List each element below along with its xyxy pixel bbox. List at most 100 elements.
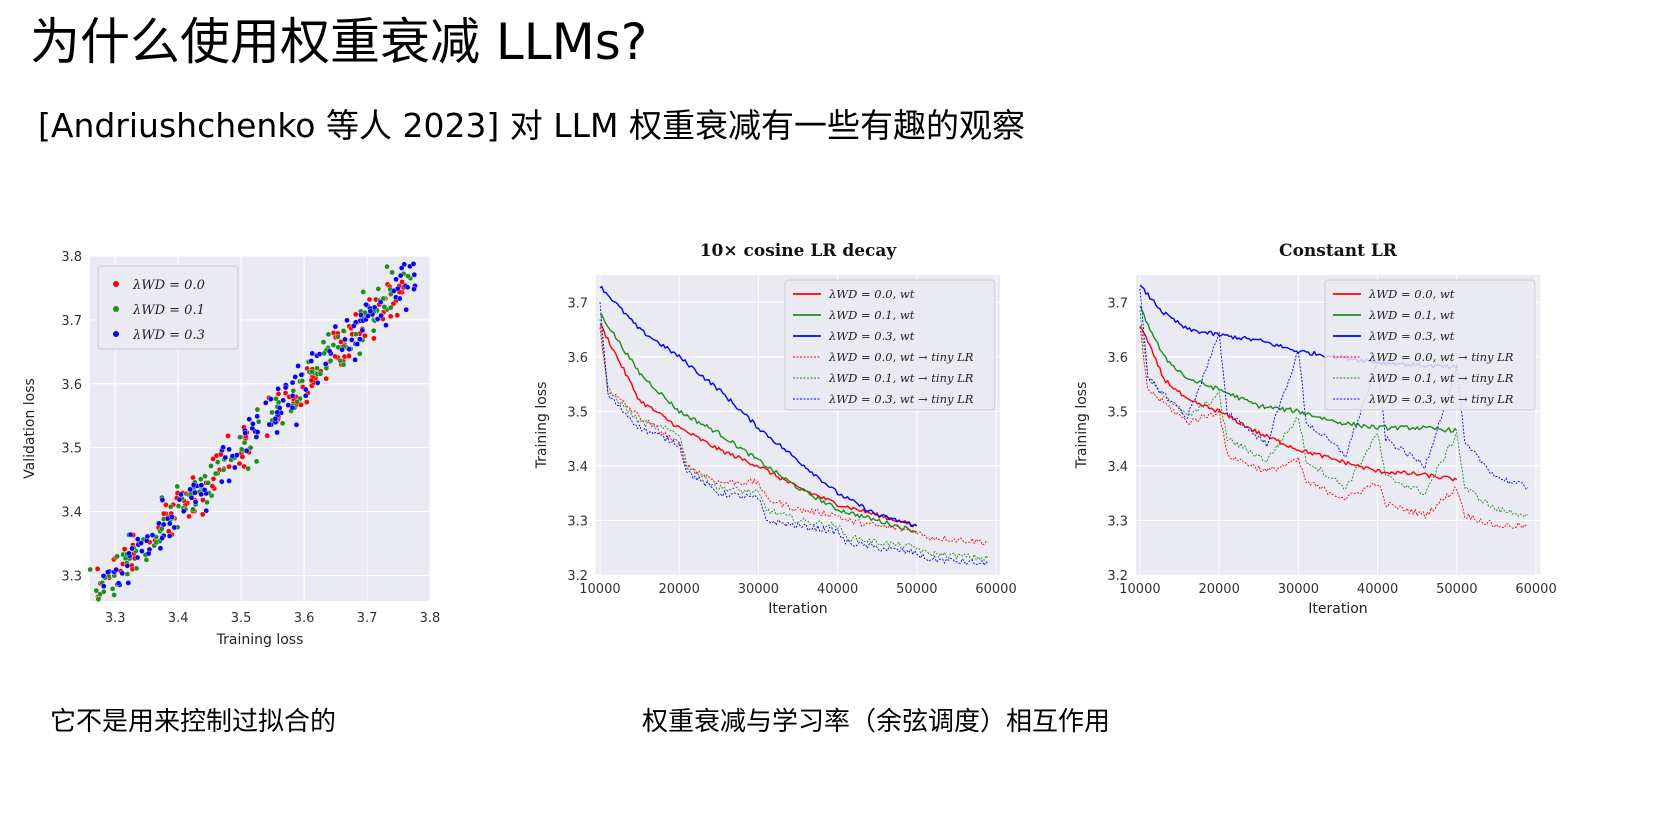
line-chart-cosine-lr-decay: 10× cosine LR decay 10000 20000 30000 40000 5… bbox=[534, 241, 1017, 617]
scatter-point bbox=[274, 409, 281, 416]
y-tick-label: 3.5 bbox=[1107, 405, 1128, 420]
scatter-point bbox=[94, 566, 101, 572]
legend-marker bbox=[113, 281, 119, 287]
scatter-point bbox=[101, 583, 107, 590]
scatter-point bbox=[325, 331, 332, 338]
series-line bbox=[1139, 310, 1529, 518]
scatter-point bbox=[363, 301, 369, 308]
scatter-point bbox=[264, 432, 271, 439]
scatter-point bbox=[225, 433, 231, 439]
scatter-point bbox=[198, 482, 205, 488]
scatter-point bbox=[371, 304, 378, 311]
scatter-point bbox=[290, 387, 297, 394]
scatter-point bbox=[302, 392, 309, 399]
scatter-point bbox=[113, 566, 119, 573]
scatter-point bbox=[134, 554, 141, 561]
scatter-point bbox=[209, 483, 216, 489]
x-axis-label: Iteration bbox=[768, 601, 827, 617]
legend-box bbox=[1324, 279, 1536, 411]
scatter-point bbox=[371, 335, 377, 342]
scatter-point bbox=[115, 580, 122, 587]
scatter-point bbox=[269, 409, 275, 416]
scatter-point bbox=[348, 337, 355, 343]
legend-label: λWD = 0.0 bbox=[132, 278, 205, 293]
x-tick-label: 50000 bbox=[1436, 582, 1477, 597]
scatter-point bbox=[320, 339, 327, 345]
scatter-point bbox=[129, 545, 135, 552]
x-tick-label: 3.4 bbox=[168, 611, 189, 626]
y-axis-label: Validation loss bbox=[22, 378, 38, 479]
scatter-point bbox=[210, 475, 217, 482]
legend-label: λWD = 0.1, wt → tiny LR bbox=[828, 371, 974, 385]
scatter-point bbox=[254, 413, 260, 420]
scatter-point bbox=[243, 447, 250, 454]
scatter-point bbox=[119, 570, 125, 577]
x-tick-label: 3.7 bbox=[357, 611, 378, 626]
y-tick-label: 3.2 bbox=[1107, 569, 1128, 584]
scatter-point bbox=[314, 379, 321, 386]
scatter-point bbox=[126, 550, 132, 557]
legend-marker bbox=[113, 331, 119, 337]
scatter-point bbox=[125, 580, 132, 586]
series-line bbox=[1139, 288, 1529, 490]
y-axis-label: Training loss bbox=[1074, 382, 1090, 470]
scatter-point bbox=[134, 536, 141, 543]
scatter-point bbox=[167, 503, 174, 510]
scatter-point bbox=[241, 439, 248, 446]
x-tick-label: 3.3 bbox=[105, 611, 126, 626]
scatter-point bbox=[242, 430, 248, 436]
scatter-point bbox=[124, 562, 131, 569]
scatter-point bbox=[199, 511, 206, 518]
scatter-point bbox=[175, 503, 182, 509]
scatter-points bbox=[87, 261, 418, 603]
x-tick-label: 40000 bbox=[1357, 582, 1398, 597]
line-chart-constant-lr: Constant LR 10000 20000 30000 40000 50000 6000… bbox=[1074, 241, 1557, 617]
y-axis-label: Training loss bbox=[534, 382, 550, 470]
scatter-point bbox=[239, 453, 246, 460]
scatter-point bbox=[153, 539, 160, 546]
scatter-point bbox=[405, 273, 411, 279]
x-axis-label: Training loss bbox=[216, 632, 304, 648]
scatter-point bbox=[101, 588, 107, 595]
series-line bbox=[1139, 305, 1458, 433]
scatter-point bbox=[342, 336, 348, 343]
x-tick-label: 60000 bbox=[975, 582, 1016, 597]
series-line bbox=[599, 323, 918, 527]
scatter-point bbox=[234, 452, 240, 458]
scatter-point bbox=[93, 587, 100, 594]
scatter-point bbox=[280, 397, 287, 404]
scatter-point bbox=[114, 553, 120, 560]
scatter-point bbox=[159, 496, 166, 503]
scatter-point bbox=[293, 421, 300, 428]
scatter-point bbox=[87, 566, 93, 573]
scatter-point bbox=[220, 466, 227, 473]
scatter-point bbox=[295, 363, 301, 369]
scatter-point bbox=[350, 323, 357, 329]
x-tick-label: 20000 bbox=[658, 582, 699, 597]
scatter-point bbox=[389, 269, 395, 276]
scatter-point bbox=[255, 418, 262, 425]
x-tick-label: 10000 bbox=[579, 582, 620, 597]
y-tick-label: 3.7 bbox=[1107, 296, 1128, 311]
scatter-point bbox=[275, 385, 281, 392]
legend-label: λWD = 0.1 bbox=[132, 303, 205, 318]
scatter-point bbox=[226, 446, 232, 453]
scatter-point bbox=[202, 473, 208, 479]
legend-label: λWD = 0.3, wt bbox=[1368, 329, 1455, 343]
scatter-point bbox=[201, 486, 208, 493]
scatter-point bbox=[279, 420, 286, 427]
scatter-point bbox=[381, 304, 388, 310]
scatter-point bbox=[352, 357, 358, 363]
scatter-point bbox=[302, 386, 309, 393]
caption-left: 它不是用来控制过拟合的 bbox=[50, 707, 337, 737]
scatter-point bbox=[160, 521, 167, 528]
y-tick-label: 3.6 bbox=[567, 351, 588, 366]
scatter-point bbox=[226, 478, 232, 484]
scatter-point bbox=[393, 276, 399, 283]
scatter-point bbox=[197, 476, 204, 482]
scatter-point bbox=[282, 384, 289, 391]
slide-title: 为什么使用权重衰减 LLMs? bbox=[30, 13, 648, 71]
scatter-point bbox=[383, 322, 389, 328]
scatter-point bbox=[298, 372, 305, 378]
scatter-point bbox=[309, 368, 315, 375]
